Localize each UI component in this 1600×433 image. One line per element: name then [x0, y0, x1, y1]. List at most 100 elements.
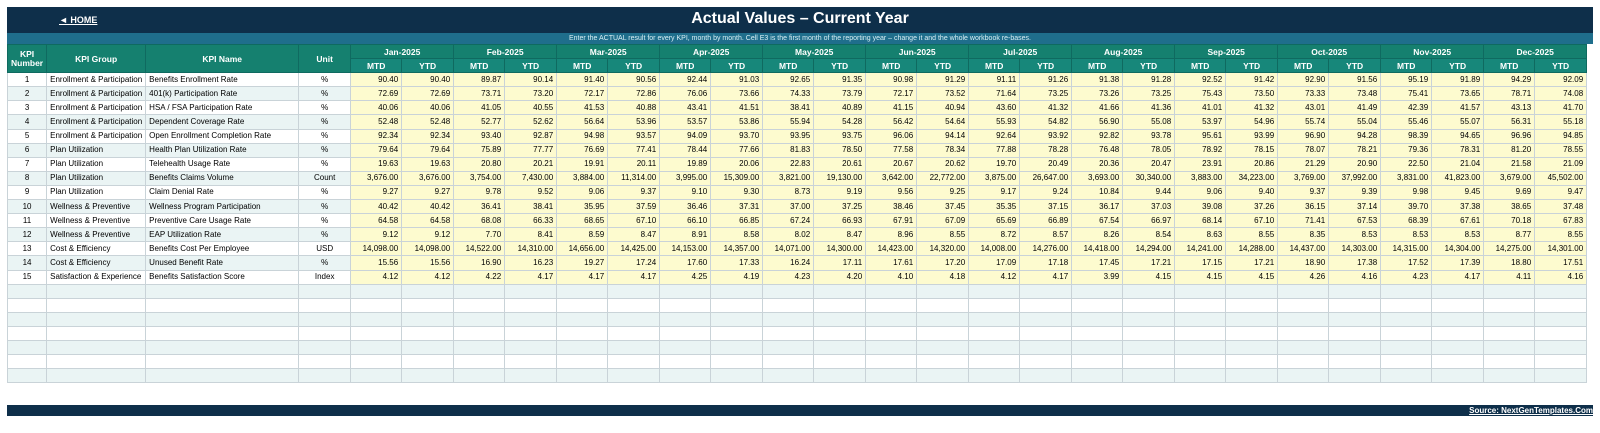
ytd-value-cell[interactable]: 78.05 [1122, 142, 1176, 158]
empty-cell[interactable] [1019, 339, 1073, 356]
ytd-value-cell[interactable]: 37.14 [1328, 199, 1382, 215]
ytd-value-cell[interactable]: 91.89 [1431, 72, 1485, 88]
empty-cell[interactable] [1534, 368, 1588, 384]
ytd-value-cell[interactable]: 14,320.00 [916, 241, 970, 257]
empty-cell[interactable] [659, 283, 712, 299]
empty-cell[interactable] [1019, 354, 1073, 370]
ytd-value-cell[interactable]: 20.90 [1328, 156, 1382, 172]
ytd-value-cell[interactable]: 7,430.00 [504, 170, 558, 186]
empty-cell[interactable] [1277, 339, 1330, 356]
ytd-value-cell[interactable]: 55.04 [1328, 114, 1382, 130]
mtd-value-cell[interactable]: 53.57 [659, 114, 712, 130]
ytd-value-cell[interactable]: 74.08 [1534, 86, 1588, 102]
ytd-value-cell[interactable]: 17.39 [1431, 255, 1485, 271]
mtd-value-cell[interactable]: 3,679.00 [1483, 170, 1536, 186]
mtd-value-cell[interactable]: 95.19 [1380, 72, 1433, 88]
mtd-value-cell[interactable]: 23.91 [1174, 156, 1227, 172]
empty-cell[interactable] [453, 297, 506, 313]
mtd-value-cell[interactable]: 52.77 [453, 114, 506, 130]
empty-cell[interactable] [1534, 311, 1588, 327]
mtd-value-cell[interactable]: 90.40 [350, 72, 403, 88]
empty-cell[interactable] [401, 283, 455, 299]
mtd-value-cell[interactable]: 19.70 [968, 156, 1021, 172]
mtd-value-cell[interactable]: 9.78 [453, 184, 506, 201]
empty-cell[interactable] [556, 354, 609, 370]
ytd-value-cell[interactable]: 4.18 [916, 269, 970, 285]
mtd-value-cell[interactable]: 3,754.00 [453, 170, 506, 186]
ytd-value-cell[interactable]: 14,357.00 [710, 241, 764, 257]
ytd-value-cell[interactable]: 66.93 [813, 213, 867, 229]
ytd-value-cell[interactable]: 20.47 [1122, 156, 1176, 172]
ytd-value-cell[interactable]: 4.12 [401, 269, 455, 285]
empty-cell[interactable] [401, 297, 455, 313]
ytd-value-cell[interactable]: 78.15 [1225, 142, 1279, 158]
empty-cell[interactable] [659, 354, 712, 370]
ytd-value-cell[interactable]: 9.39 [1328, 184, 1382, 201]
empty-cell[interactable] [916, 325, 970, 341]
ytd-value-cell[interactable]: 94.85 [1534, 128, 1588, 144]
ytd-value-cell[interactable]: 91.26 [1019, 72, 1073, 88]
mtd-value-cell[interactable]: 8.72 [968, 227, 1021, 243]
empty-cell[interactable] [1277, 325, 1330, 341]
empty-cell[interactable] [1122, 325, 1176, 341]
empty-cell[interactable] [1534, 297, 1588, 313]
ytd-value-cell[interactable]: 21.04 [1431, 156, 1485, 172]
mtd-value-cell[interactable]: 14,241.00 [1174, 241, 1227, 257]
empty-cell[interactable] [504, 339, 558, 356]
mtd-value-cell[interactable]: 56.42 [865, 114, 918, 130]
mtd-value-cell[interactable]: 35.35 [968, 199, 1021, 215]
ytd-value-cell[interactable]: 14,288.00 [1225, 241, 1279, 257]
empty-cell[interactable] [607, 354, 661, 370]
mtd-value-cell[interactable]: 92.52 [1174, 72, 1227, 88]
mtd-value-cell[interactable]: 81.20 [1483, 142, 1536, 158]
mtd-value-cell[interactable]: 41.01 [1174, 100, 1227, 116]
mtd-value-cell[interactable]: 37.00 [762, 199, 815, 215]
ytd-value-cell[interactable]: 17.21 [1122, 255, 1176, 271]
ytd-value-cell[interactable]: 94.65 [1431, 128, 1485, 144]
empty-cell[interactable] [556, 311, 609, 327]
ytd-value-cell[interactable]: 78.31 [1431, 142, 1485, 158]
mtd-value-cell[interactable]: 77.88 [968, 142, 1021, 158]
mtd-value-cell[interactable]: 36.46 [659, 199, 712, 215]
mtd-value-cell[interactable]: 91.11 [968, 72, 1021, 88]
empty-cell[interactable] [1483, 339, 1536, 356]
ytd-value-cell[interactable]: 8.55 [1534, 227, 1588, 243]
mtd-value-cell[interactable]: 8.91 [659, 227, 712, 243]
empty-cell[interactable] [453, 325, 506, 341]
ytd-value-cell[interactable]: 40.94 [916, 100, 970, 116]
ytd-value-cell[interactable]: 90.14 [504, 72, 558, 88]
mtd-value-cell[interactable]: 89.87 [453, 72, 506, 88]
ytd-value-cell[interactable]: 4.17 [1019, 269, 1073, 285]
ytd-value-cell[interactable]: 73.25 [1019, 86, 1073, 102]
mtd-value-cell[interactable]: 92.44 [659, 72, 712, 88]
ytd-value-cell[interactable]: 9.24 [1019, 184, 1073, 201]
ytd-value-cell[interactable]: 20.61 [813, 156, 867, 172]
ytd-value-cell[interactable]: 9.37 [607, 184, 661, 201]
empty-cell[interactable] [1277, 297, 1330, 313]
ytd-value-cell[interactable]: 91.35 [813, 72, 867, 88]
mtd-value-cell[interactable]: 14,153.00 [659, 241, 712, 257]
ytd-value-cell[interactable]: 4.15 [1122, 269, 1176, 285]
empty-cell[interactable] [1328, 339, 1382, 356]
ytd-value-cell[interactable]: 41.49 [1328, 100, 1382, 116]
ytd-value-cell[interactable]: 54.64 [916, 114, 970, 130]
ytd-value-cell[interactable]: 92.87 [504, 128, 558, 144]
ytd-value-cell[interactable]: 9.19 [813, 184, 867, 201]
empty-cell[interactable] [1380, 339, 1433, 356]
empty-cell[interactable] [813, 354, 867, 370]
mtd-value-cell[interactable]: 68.08 [453, 213, 506, 229]
ytd-value-cell[interactable]: 91.42 [1225, 72, 1279, 88]
mtd-value-cell[interactable]: 20.80 [453, 156, 506, 172]
empty-cell[interactable] [710, 339, 764, 356]
ytd-value-cell[interactable]: 20.06 [710, 156, 764, 172]
ytd-value-cell[interactable]: 40.55 [504, 100, 558, 116]
mtd-value-cell[interactable]: 65.69 [968, 213, 1021, 229]
empty-cell[interactable] [1071, 311, 1124, 327]
mtd-value-cell[interactable]: 8.96 [865, 227, 918, 243]
mtd-value-cell[interactable]: 43.60 [968, 100, 1021, 116]
ytd-value-cell[interactable]: 8.57 [1019, 227, 1073, 243]
mtd-value-cell[interactable]: 94.98 [556, 128, 609, 144]
empty-cell[interactable] [916, 283, 970, 299]
ytd-value-cell[interactable]: 15,309.00 [710, 170, 764, 186]
mtd-value-cell[interactable]: 43.13 [1483, 100, 1536, 116]
